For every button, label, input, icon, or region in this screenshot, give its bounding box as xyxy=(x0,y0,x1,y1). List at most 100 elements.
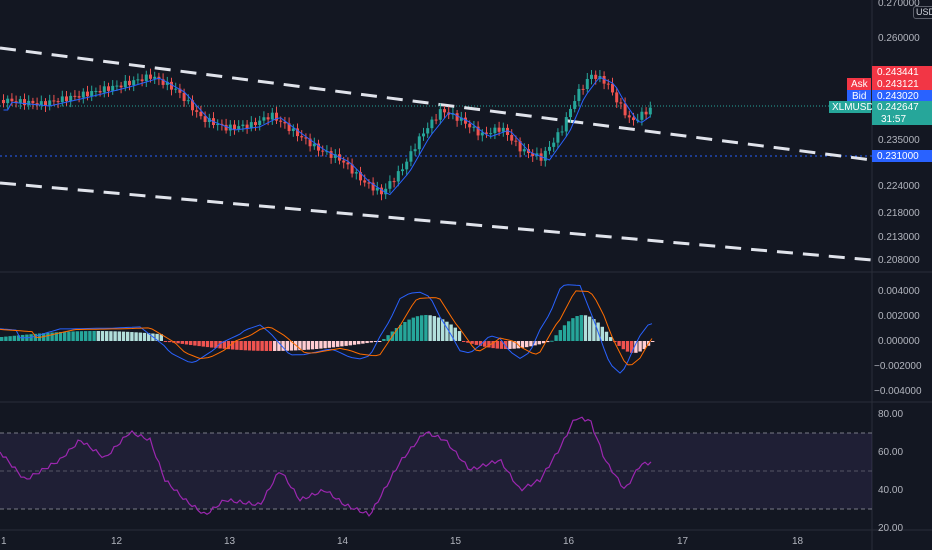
candle xyxy=(644,111,648,115)
svg-text:0.243441: 0.243441 xyxy=(877,67,919,78)
candle xyxy=(569,108,572,118)
candle xyxy=(510,134,514,141)
macd-bar xyxy=(613,341,617,343)
candle xyxy=(468,123,472,128)
macd-bar xyxy=(369,341,373,343)
candle xyxy=(522,149,526,152)
macd-bar xyxy=(180,341,184,344)
macd-bar xyxy=(84,331,88,341)
candle xyxy=(443,109,446,113)
candle xyxy=(464,117,467,124)
candle xyxy=(375,187,379,191)
candle xyxy=(619,102,623,104)
macd-bar xyxy=(478,341,483,346)
candle xyxy=(31,100,35,104)
candle xyxy=(329,151,333,158)
candle xyxy=(459,117,463,121)
price-label: 0.235000 xyxy=(878,135,920,146)
macd-bar xyxy=(323,341,327,349)
candle xyxy=(333,154,337,158)
candle xyxy=(308,138,312,147)
candle xyxy=(270,112,274,120)
macd-bar xyxy=(546,341,550,343)
symbol-badge xyxy=(829,101,871,113)
macd-bar xyxy=(495,341,499,349)
macd-bar xyxy=(130,332,134,341)
macd-bar xyxy=(621,341,625,350)
candle xyxy=(170,81,173,90)
macd-bar xyxy=(592,319,596,341)
macd-bar xyxy=(306,341,310,350)
macd-bar xyxy=(96,331,100,341)
macd-line xyxy=(0,284,653,374)
macd-bar xyxy=(214,341,218,348)
candle xyxy=(27,100,31,106)
macd-bar xyxy=(226,341,231,350)
candle xyxy=(123,80,127,88)
macd-axis-label: −0.002000 xyxy=(874,361,922,372)
macd-bar xyxy=(327,341,331,348)
macd-bar xyxy=(344,341,348,346)
macd-bar xyxy=(630,341,634,353)
macd-bar xyxy=(134,332,138,341)
candle xyxy=(409,151,413,162)
macd-bar xyxy=(583,315,588,341)
macd-bar xyxy=(168,341,172,343)
macd-bar xyxy=(260,341,264,351)
candle xyxy=(548,146,551,151)
macd-bar xyxy=(8,336,12,341)
candle xyxy=(77,96,81,98)
macd-bar xyxy=(617,341,621,346)
price-label: 0.213000 xyxy=(878,232,920,243)
trendline-upper[interactable] xyxy=(0,46,873,162)
trendline-lower[interactable] xyxy=(0,181,873,262)
macd-bar xyxy=(424,315,428,341)
macd-bar xyxy=(331,341,336,348)
candle xyxy=(2,100,5,104)
macd-bar xyxy=(432,316,436,341)
candle xyxy=(161,79,165,85)
candle xyxy=(111,85,115,91)
macd-bar xyxy=(394,328,399,341)
candle xyxy=(485,132,488,134)
candle xyxy=(60,96,64,103)
candle xyxy=(317,143,320,151)
candle xyxy=(6,98,10,104)
macd-bar xyxy=(571,318,575,341)
candle xyxy=(149,74,152,79)
candle xyxy=(346,162,350,165)
macd-bar xyxy=(277,341,281,351)
candle xyxy=(501,127,505,132)
currency-label[interactable]: USD xyxy=(913,6,932,19)
candle xyxy=(590,74,593,79)
macd-bar xyxy=(340,341,344,347)
candle xyxy=(65,96,68,102)
hline-price-tag[interactable] xyxy=(872,150,932,162)
macd-bar xyxy=(567,321,571,341)
candle xyxy=(249,122,253,129)
candle xyxy=(581,88,585,90)
candle xyxy=(426,128,430,134)
macd-bar xyxy=(67,331,71,341)
macd-bar xyxy=(373,341,378,342)
candle xyxy=(401,169,404,172)
candle xyxy=(233,124,236,130)
macd-bar xyxy=(336,341,340,347)
macd-bar xyxy=(470,341,474,344)
time-label: 17 xyxy=(677,536,689,547)
candle xyxy=(56,101,60,103)
candle xyxy=(434,119,438,121)
time-label: 18 xyxy=(792,536,804,547)
macd-bar xyxy=(508,341,512,349)
candle xyxy=(283,121,287,124)
candle xyxy=(392,181,396,183)
svg-text:XLMUSD: XLMUSD xyxy=(832,102,874,113)
candle xyxy=(405,161,409,170)
macd-axis-label: 0.002000 xyxy=(878,311,920,322)
macd-bar xyxy=(210,341,214,348)
candle xyxy=(585,78,589,90)
macd-bar xyxy=(512,341,516,349)
candle xyxy=(640,111,644,120)
macd-axis-label: 0.000000 xyxy=(878,336,920,347)
